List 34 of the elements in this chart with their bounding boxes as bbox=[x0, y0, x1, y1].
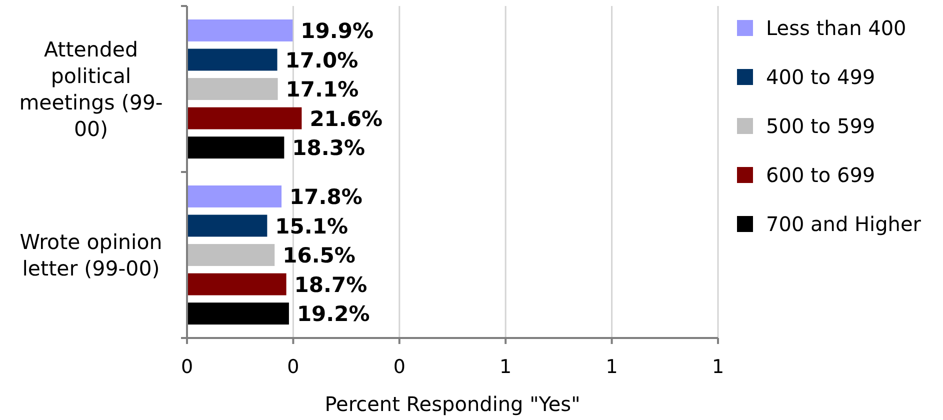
bar bbox=[187, 302, 289, 325]
x-tick-label: 0 bbox=[393, 356, 406, 378]
legend-label: Less than 400 bbox=[766, 16, 906, 40]
bar bbox=[187, 136, 284, 159]
data-label: 19.9% bbox=[300, 19, 374, 44]
bar bbox=[187, 244, 275, 266]
bar bbox=[187, 273, 286, 296]
x-tick-label: 0 bbox=[180, 356, 194, 378]
legend-label: 400 to 499 bbox=[766, 65, 876, 90]
data-label: 21.6% bbox=[310, 106, 383, 131]
data-label: 16.5% bbox=[282, 244, 356, 268]
legend-label: 600 to 699 bbox=[766, 163, 876, 188]
x-axis-title: Percent Responding "Yes" bbox=[324, 392, 580, 416]
x-tick-label: 1 bbox=[712, 356, 724, 378]
bar bbox=[187, 107, 302, 130]
data-label: 18.3% bbox=[292, 136, 366, 160]
legend-label: 500 to 599 bbox=[766, 114, 876, 138]
data-label: 18.7% bbox=[294, 272, 368, 297]
x-tick-label: 1 bbox=[606, 356, 618, 378]
data-label: 19.2% bbox=[296, 302, 370, 326]
data-label: 17.1% bbox=[286, 78, 359, 102]
data-label: 17.0% bbox=[285, 48, 358, 72]
data-label: 15.1% bbox=[275, 214, 348, 238]
y-tick-label: Attended political meetings (99-00) bbox=[19, 37, 163, 141]
y-tick-label: Wrote opinion letter (99-00) bbox=[20, 230, 162, 280]
legend-label: 700 and Higher bbox=[766, 212, 922, 236]
x-tick-label: 1 bbox=[500, 356, 512, 378]
bar bbox=[187, 78, 278, 100]
data-label: 17.8% bbox=[290, 185, 362, 210]
bar bbox=[187, 185, 282, 208]
x-tick-label: 0 bbox=[287, 356, 300, 378]
bar bbox=[187, 19, 293, 42]
bar bbox=[187, 48, 278, 71]
bar bbox=[187, 214, 268, 237]
